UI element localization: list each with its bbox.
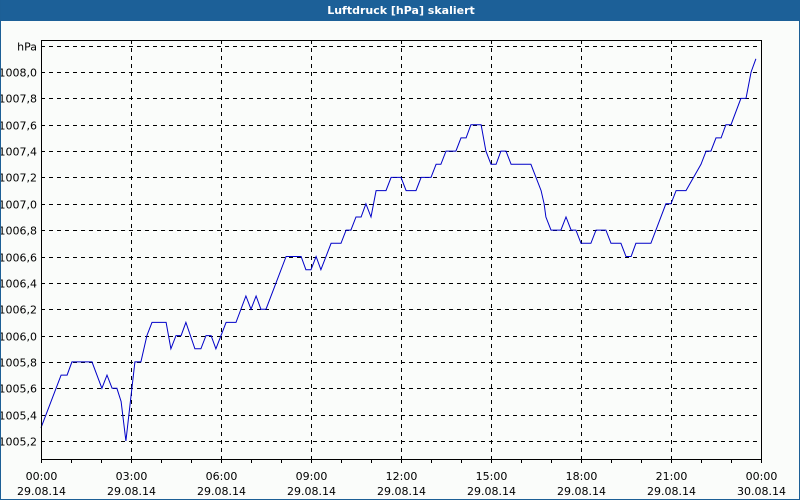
x-tick-date: 29.08.14	[647, 485, 696, 498]
y-tick-label: 1005,8	[1, 357, 37, 370]
y-tick-label: hPa	[17, 41, 37, 54]
y-tick-label: 1006,2	[1, 304, 37, 317]
x-tick-date: 29.08.14	[197, 485, 246, 498]
grid-lines	[41, 40, 762, 463]
x-tick-time: 00:00	[26, 470, 58, 483]
y-tick-label: 1007,6	[1, 120, 37, 133]
x-tick-date: 29.08.14	[467, 485, 516, 498]
x-tick-date: 29.08.14	[557, 485, 606, 498]
x-tick-time: 12:00	[386, 470, 418, 483]
y-tick-label: 1007,8	[1, 93, 37, 106]
y-tick-label: 1006,0	[1, 331, 37, 344]
y-tick-label: 1006,8	[1, 225, 37, 238]
pressure-line	[40, 58, 757, 442]
x-tick-time: 06:00	[206, 470, 238, 483]
x-tick-date: 29.08.14	[17, 485, 66, 498]
x-tick-date: 29.08.14	[107, 485, 156, 498]
y-tick-label: 1005,6	[1, 383, 37, 396]
y-tick-label: 1007,2	[1, 172, 37, 185]
y-tick-label: 1006,4	[1, 278, 37, 291]
x-tick-time: 15:00	[476, 470, 508, 483]
y-tick-label: 1007,0	[1, 199, 37, 212]
y-tick-label: 1006,6	[1, 252, 37, 265]
x-tick-time: 03:00	[116, 470, 148, 483]
y-axis-labels: 1005,2 1005,4 1005,6 1005,8 1006,0 1006,2 1006…	[1, 41, 37, 449]
chart-title: Luftdruck [hPa] skaliert	[1, 0, 800, 21]
x-axis-labels: 00:00 29.08.14 03:00 29.08.14 06:00 29.08.14 0…	[17, 470, 786, 498]
x-tick-time: 18:00	[566, 470, 598, 483]
y-tick-label: 1005,4	[1, 410, 37, 423]
x-tick-time: 09:00	[296, 470, 328, 483]
x-tick-date: 29.08.14	[377, 485, 426, 498]
y-tick-label: 1005,2	[1, 436, 37, 449]
plot-area	[41, 40, 762, 460]
y-tick-label: 1008,0	[1, 67, 37, 80]
x-tick-time: 00:00	[746, 470, 778, 483]
y-tick-label: 1007,4	[1, 146, 37, 159]
x-tick-date: 29.08.14	[287, 485, 336, 498]
x-tick-date: 30.08.14	[737, 485, 786, 498]
x-tick-time: 21:00	[656, 470, 688, 483]
